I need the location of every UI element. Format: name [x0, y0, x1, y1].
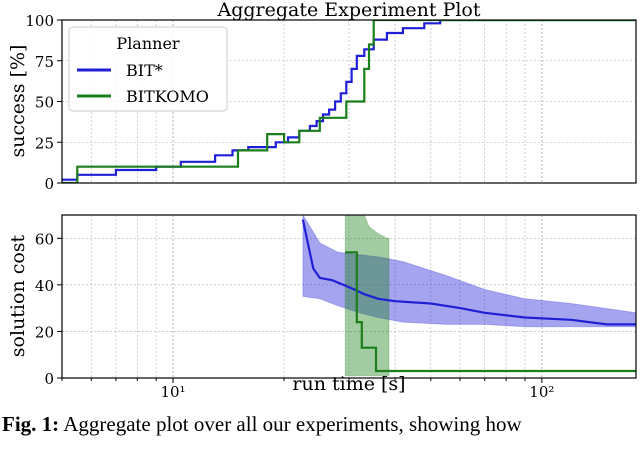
y-tick-label: 25 — [35, 134, 54, 152]
cost-line-bitkomo — [345, 251, 636, 373]
figure-caption: Fig. 1: Aggregate plot over all our expe… — [2, 412, 640, 457]
cost-xlabel: run time [s] — [292, 373, 405, 395]
y-tick-label: 75 — [35, 53, 54, 71]
cost-series — [301, 219, 636, 373]
caption-text: Aggregate plot over all our experiments,… — [59, 412, 522, 436]
x-tick-label: 10² — [529, 383, 554, 401]
legend-box — [68, 26, 228, 112]
caption-label: Fig. 1: — [2, 412, 60, 436]
cost-panel: 0 20 40 60 10¹ 10² solution cost run time [s… — [7, 214, 637, 401]
cost-y-ticks: 0 20 40 60 — [35, 230, 62, 388]
success-panel: Aggregate Experiment Plot 0 25 50 75 100 suc… — [7, 0, 637, 193]
legend-title: Planner — [116, 34, 180, 53]
legend-label-bitkomo: BITKOMO — [126, 87, 209, 106]
y-tick-label: 0 — [44, 370, 54, 388]
cost-line-bit — [301, 219, 636, 326]
cost-bands — [302, 215, 636, 377]
legend: Planner BIT* BITKOMO — [68, 26, 228, 112]
y-tick-label: 40 — [35, 277, 54, 295]
success-series — [62, 20, 636, 183]
y-tick-label: 60 — [35, 230, 54, 248]
success-y-ticks: 0 25 50 75 100 — [25, 12, 62, 193]
success-ylabel: success [%] — [7, 45, 29, 158]
x-tick-label: 10¹ — [160, 383, 185, 401]
y-tick-label: 20 — [35, 323, 54, 341]
y-tick-label: 100 — [25, 12, 54, 30]
legend-label-bitstar: BIT* — [126, 61, 163, 80]
cost-x-ticks: 10¹ 10² — [61, 378, 554, 401]
success-line-bitkomo — [62, 20, 636, 183]
y-tick-label: 0 — [44, 175, 54, 193]
cost-ylabel: solution cost — [7, 234, 29, 357]
chart-title: Aggregate Experiment Plot — [216, 0, 480, 21]
y-tick-label: 50 — [35, 94, 54, 112]
